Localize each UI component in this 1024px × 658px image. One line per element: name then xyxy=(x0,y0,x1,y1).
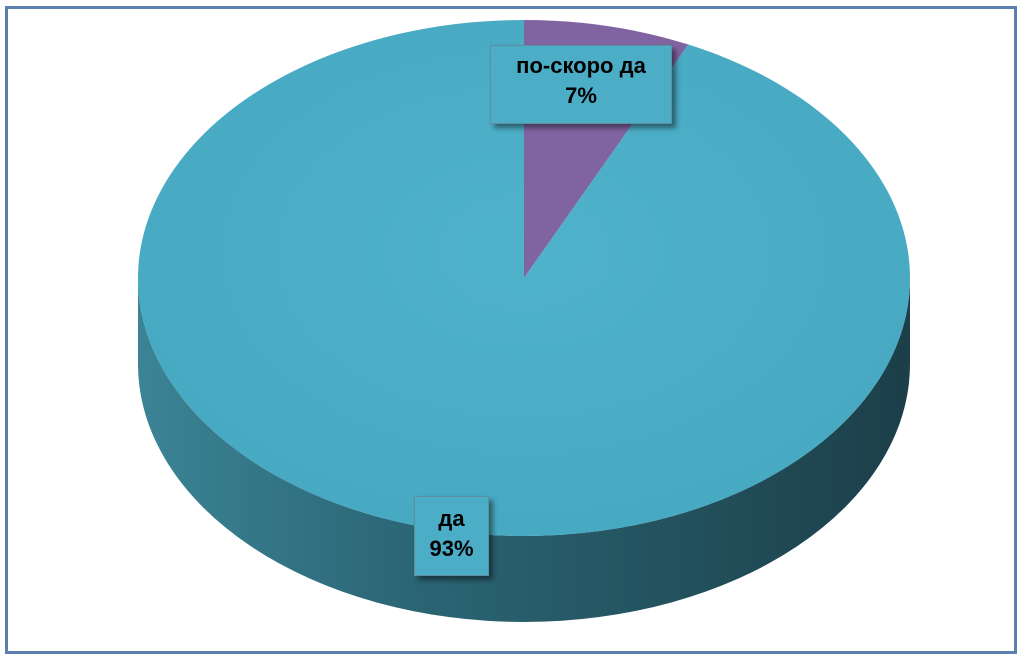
slice-label-po-skoro-da: по-скоро да xyxy=(516,53,646,78)
data-label-po-skoro-da: по-скоро да 7% xyxy=(490,45,672,124)
slice-percent-da: 93% xyxy=(429,536,474,561)
slice-percent-po-skoro-da: 7% xyxy=(565,83,597,108)
pie-side-wall xyxy=(138,278,910,622)
slice-label-da: да xyxy=(438,506,465,531)
data-label-da: да 93% xyxy=(414,496,489,576)
pie-slice-da xyxy=(138,20,911,536)
